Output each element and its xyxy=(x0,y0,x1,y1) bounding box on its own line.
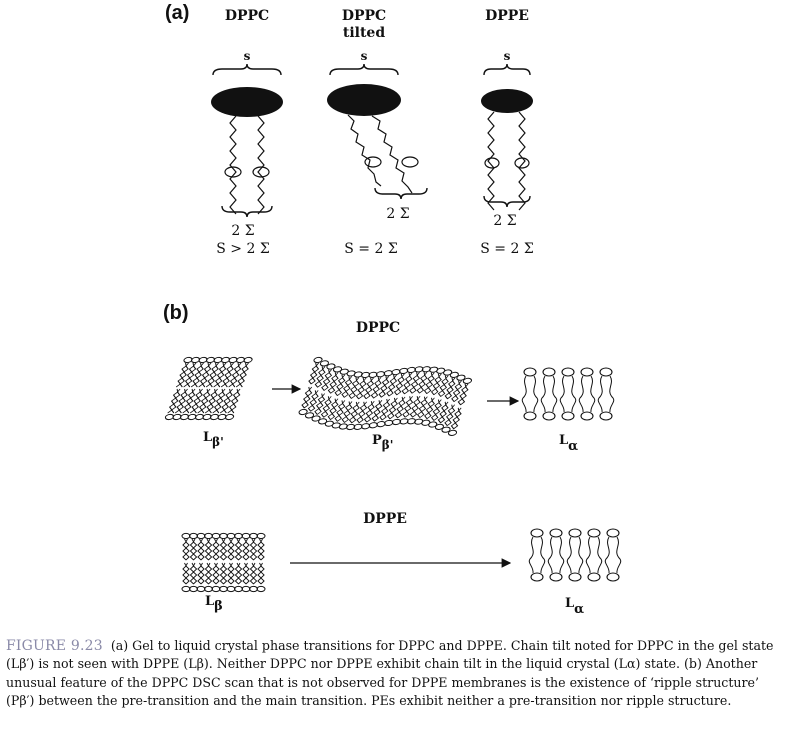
panel-b-letter: (b) xyxy=(163,302,189,324)
col-dppc-sigma-label: 2 Σ xyxy=(231,223,254,239)
dppe-gel-lattice xyxy=(181,532,266,593)
panel-a: (a) DPPC s 2 Σ S > 2 Σ DPPC tilted s xyxy=(165,2,534,257)
col-dppe-s-brace xyxy=(483,63,531,76)
panel-a-col-dppe: DPPE s 2 Σ S = 2 Σ xyxy=(480,8,533,257)
phase-dppc-gel-main: L xyxy=(203,430,212,445)
col-tilted-double-bond-left xyxy=(364,156,382,168)
phase-label-dppe-gel: Lβ xyxy=(205,594,223,614)
col-dppe-headgroup xyxy=(481,89,533,113)
phase-dppe-gel-sub: β xyxy=(214,599,223,614)
col-dppe-chain-left xyxy=(487,111,495,211)
dppe-liquid-lattice xyxy=(528,528,622,582)
dppc-ripple-lattice xyxy=(298,356,473,436)
col-dppc-s-brace xyxy=(212,63,282,76)
col-tilted-chain-left xyxy=(347,114,382,187)
figure-caption-label: FIGURE 9.23 xyxy=(6,638,103,654)
col-dppc-chain-right xyxy=(257,115,265,215)
dppe-row-title: DPPE xyxy=(363,511,407,527)
dppc-row-title: DPPC xyxy=(356,320,400,336)
phase-label-dppc-gel: Lβ' xyxy=(203,430,224,449)
phase-dppe-liquid-main: L xyxy=(565,596,574,611)
panel-a-col-dppc-tilted: DPPC tilted s 2 Σ S = 2 Σ xyxy=(327,8,428,257)
col-tilted-s-brace xyxy=(329,63,399,76)
figure-caption-text: (a) Gel to liquid crystal phase transiti… xyxy=(6,638,774,708)
phase-dppc-gel-sub: β' xyxy=(212,435,224,449)
col-dppe-s-label: s xyxy=(504,49,511,63)
col-tilted-sigma-brace xyxy=(374,187,428,200)
phase-dppc-liquid-main: L xyxy=(559,433,568,448)
col-dppc-sigma-brace xyxy=(221,205,273,218)
col-dppc-headgroup xyxy=(211,87,283,117)
col-tilted-sigma-label: 2 Σ xyxy=(386,206,409,222)
col-tilted-title: DPPC xyxy=(342,8,386,24)
col-tilted-relation: S = 2 Σ xyxy=(344,241,397,257)
figure-caption: FIGURE 9.23 (a) Gel to liquid crystal pha… xyxy=(6,637,782,710)
col-dppe-double-bond-right xyxy=(514,157,530,169)
col-dppc-title: DPPC xyxy=(225,8,269,24)
panel-a-letter: (a) xyxy=(165,2,189,24)
phase-dppe-liquid-sub: α xyxy=(574,602,584,617)
col-dppe-title: DPPE xyxy=(485,8,529,24)
lipid-lattices xyxy=(164,356,622,593)
col-tilted-chain-right xyxy=(371,115,413,194)
phase-label-dppe-liquid: Lα xyxy=(565,596,584,617)
panel-a-col-dppc: DPPC s 2 Σ S > 2 Σ xyxy=(211,8,283,257)
col-dppe-chain-right xyxy=(518,111,526,211)
panel-b: (b) DPPC xyxy=(163,302,400,336)
phase-label-dppc-ripple: Pβ' xyxy=(372,433,393,452)
phase-dppc-ripple-sub: β' xyxy=(382,438,394,452)
col-dppc-double-bond-left xyxy=(224,166,242,178)
col-dppe-sigma-label: 2 Σ xyxy=(493,213,516,229)
dppc-gel-lattice xyxy=(164,356,253,421)
col-dppc-s-label: s xyxy=(244,49,251,63)
col-tilted-headgroup xyxy=(327,84,401,116)
col-tilted-subtitle: tilted xyxy=(343,25,385,41)
col-dppe-double-bond-left xyxy=(484,157,500,169)
dppc-liquid-lattice xyxy=(521,367,615,421)
col-dppe-sigma-brace xyxy=(483,195,531,208)
phase-dppe-gel-main: L xyxy=(205,594,214,609)
col-dppc-chain-left xyxy=(229,115,237,215)
phase-label-dppc-liquid: Lα xyxy=(559,433,578,454)
phase-dppc-liquid-sub: α xyxy=(568,439,578,454)
col-dppc-double-bond-right xyxy=(252,166,270,178)
col-tilted-s-label: s xyxy=(361,49,368,63)
col-dppc-relation: S > 2 Σ xyxy=(216,241,269,257)
col-tilted-double-bond-right xyxy=(401,156,419,168)
phase-dppc-ripple-main: P xyxy=(372,433,382,448)
col-dppe-relation: S = 2 Σ xyxy=(480,241,533,257)
